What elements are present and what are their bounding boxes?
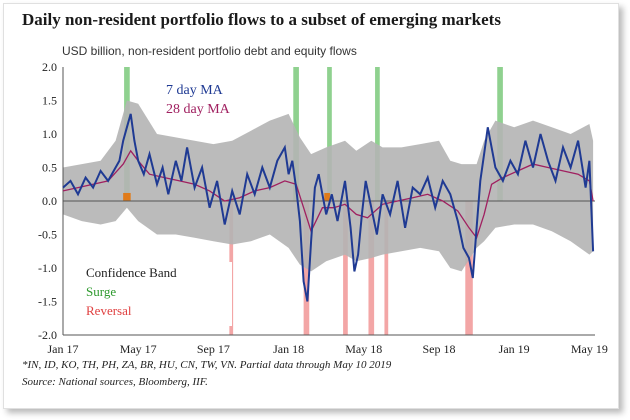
y-tick-label: -1.0	[38, 261, 57, 275]
reversal-period-4	[384, 201, 389, 335]
orange-fill-1	[324, 192, 330, 201]
ma7-series-line	[62, 113, 595, 302]
orange-fill-0	[123, 192, 131, 201]
y-tick-label: 0.5	[42, 161, 57, 175]
y-tick-labels: 2.0 1.5 1.0 0.5 0.0 -0.5 -1.0 -1.5 -2.0	[38, 60, 57, 342]
legend-surge: Surge	[86, 284, 116, 299]
x-tick-label: May 19	[571, 342, 608, 356]
x-tick-label: Sep 18	[422, 342, 455, 356]
legend-confidence-band: Confidence Band	[86, 265, 177, 280]
reversal-period-3	[368, 201, 375, 335]
ma28-label: 28 day MA	[166, 102, 231, 117]
ma7-label: 7 day MA	[166, 83, 224, 98]
footnote-countries: *IN, ID, KO, TH, PH, ZA, BR, HU, CN, TW,…	[22, 359, 392, 371]
chart-title: Daily non-resident portfolio flows to a …	[22, 10, 501, 29]
surge-period-2	[327, 67, 332, 201]
legend-reversal: Reversal	[86, 303, 132, 318]
y-tick-label: 0.0	[42, 194, 57, 208]
y-tick-label: -0.5	[38, 228, 57, 242]
x-tick-label: Sep 17	[197, 342, 230, 356]
chart-subtitle: USD billion, non-resident portfolio debt…	[62, 44, 357, 58]
y-tick-label: -1.5	[38, 295, 57, 309]
legend-box	[84, 262, 232, 326]
x-tick-label: Jan 19	[499, 342, 530, 356]
footnote-source: Source: National sources, Bloomberg, IIF…	[22, 376, 208, 388]
y-tick-label: -2.0	[38, 328, 57, 342]
confidence-band-area	[63, 100, 594, 272]
y-tick-label: 1.0	[42, 127, 57, 141]
x-tick-label: May 17	[120, 342, 157, 356]
orange-fills	[123, 192, 330, 201]
reversal-period-5	[465, 201, 473, 335]
x-tick-labels: Jan 17 May 17 Sep 17 Jan 18 May 18 Sep 18 Jan …	[48, 342, 608, 356]
y-tick-label: 2.0	[42, 60, 57, 74]
x-tick-label: Jan 18	[273, 342, 304, 356]
surge-period-3	[375, 67, 380, 201]
y-tick-label: 1.5	[42, 94, 57, 108]
x-tick-label: May 18	[345, 342, 382, 356]
reversal-period-2	[343, 201, 348, 335]
x-tick-label: Jan 17	[48, 342, 79, 356]
